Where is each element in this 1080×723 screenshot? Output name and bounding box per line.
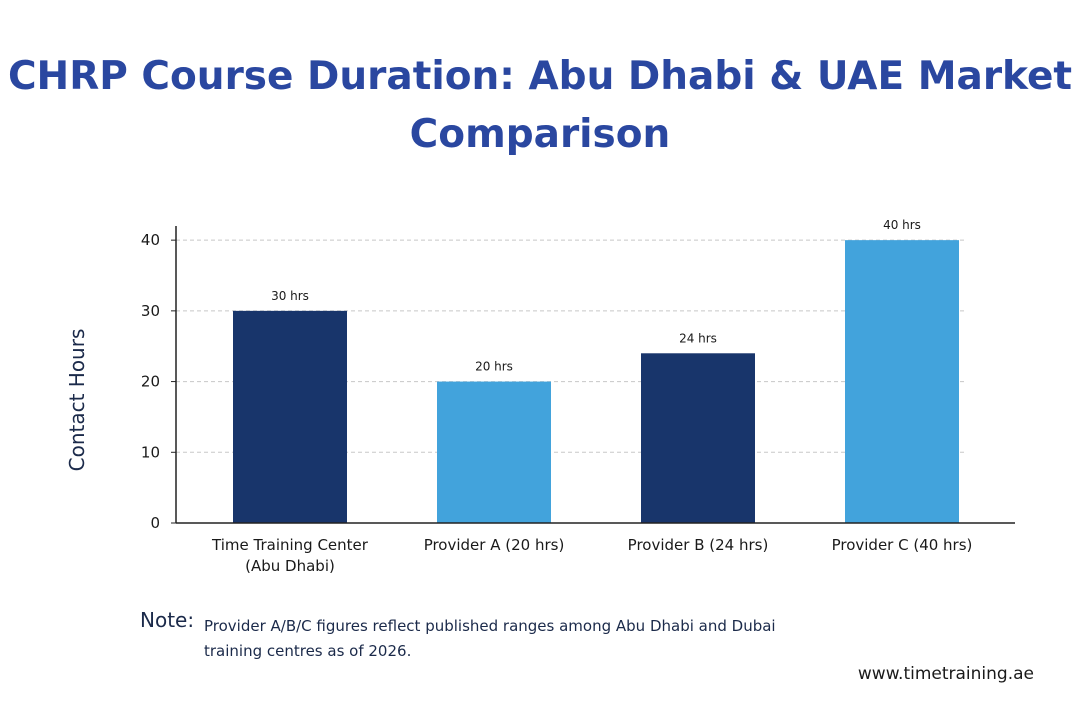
labels: 30 hrs Time Training Center (Abu Dhabi) 20 … (211, 218, 972, 575)
x-tick-label: Provider A (20 hrs) (424, 536, 565, 554)
axes: 0 10 20 30 40 (141, 226, 1015, 532)
y-tick-label: 0 (150, 514, 160, 532)
x-tick-label: Provider C (40 hrs) (832, 536, 973, 554)
website-url: www.timetraining.ae (857, 664, 1034, 684)
bar (641, 353, 755, 523)
data-label: 40 hrs (883, 218, 921, 232)
bar (845, 240, 959, 523)
gridlines (176, 239, 965, 453)
y-tick-label: 40 (141, 231, 160, 249)
chart-title: CHRP Course Duration: Abu Dhabi & UAE Ma… (7, 54, 1073, 157)
x-tick-label: Provider B (24 hrs) (628, 536, 769, 554)
bars (233, 240, 959, 523)
note-label: Note: (140, 608, 195, 632)
x-tick-label: (Abu Dhabi) (245, 557, 335, 575)
data-label: 30 hrs (271, 289, 309, 303)
note-text: Provider A/B/C figures reflect published… (204, 617, 776, 660)
bar (437, 381, 551, 523)
bar (233, 310, 347, 523)
y-tick-label: 10 (141, 443, 160, 461)
y-axis-label: Contact Hours (65, 328, 89, 472)
x-tick-label: Time Training Center (211, 536, 369, 554)
data-label: 20 hrs (475, 360, 513, 374)
y-tick-label: 20 (141, 373, 160, 391)
y-tick-label: 30 (141, 302, 160, 320)
data-label: 24 hrs (679, 331, 717, 345)
